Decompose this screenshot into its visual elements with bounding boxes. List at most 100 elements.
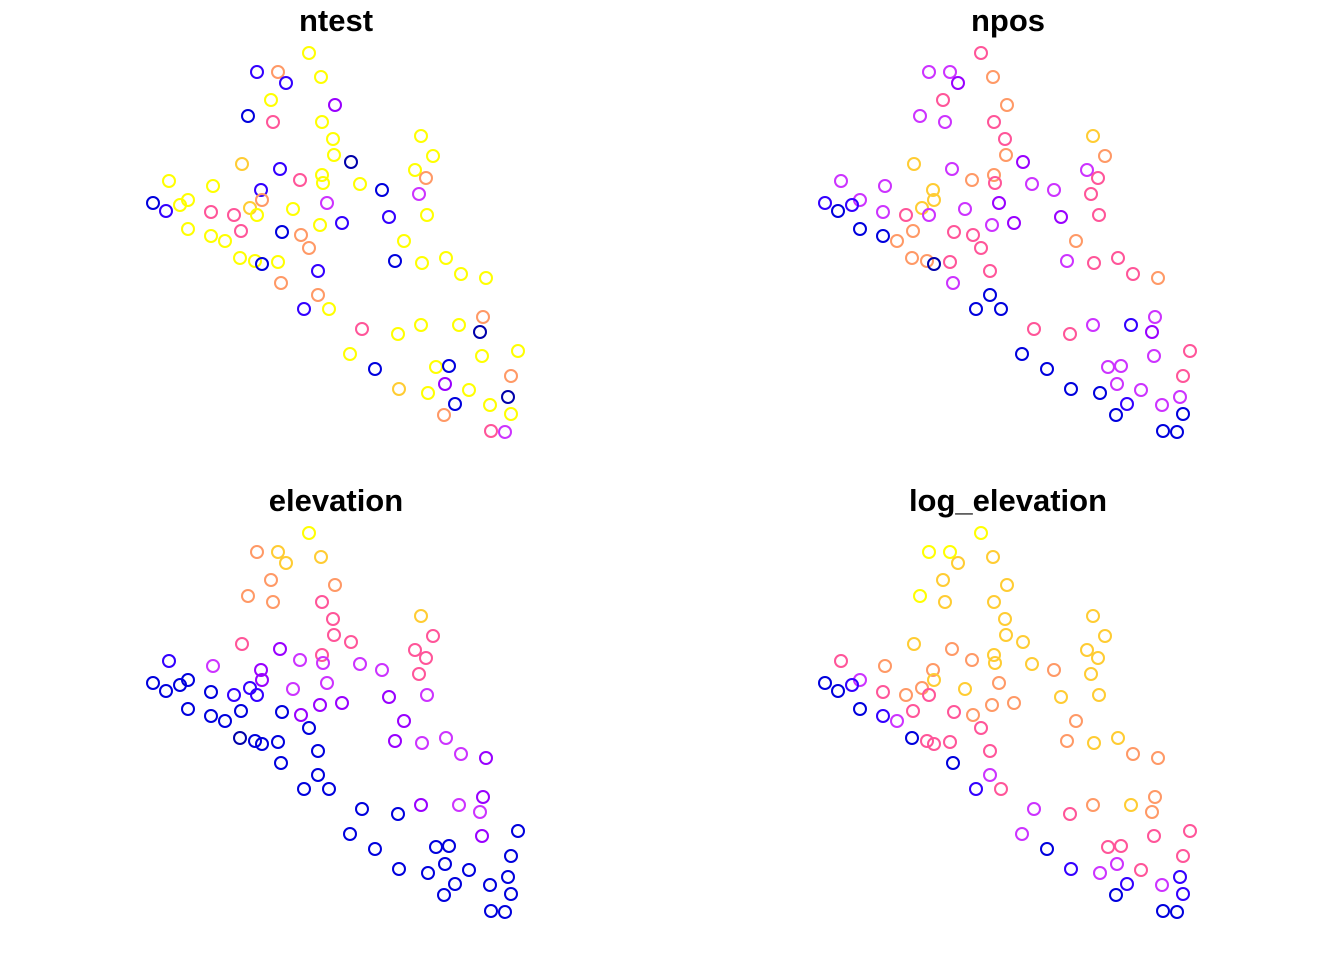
data-point [876, 229, 890, 243]
data-point [335, 216, 349, 230]
data-point [322, 782, 336, 796]
data-point [1040, 842, 1054, 856]
data-point [353, 657, 367, 671]
data-point [969, 302, 983, 316]
data-point [1183, 344, 1197, 358]
data-point [1156, 904, 1170, 918]
data-point [294, 228, 308, 242]
data-point [1060, 734, 1074, 748]
data-point [966, 708, 980, 722]
data-point [204, 229, 218, 243]
data-point [1091, 171, 1105, 185]
data-point [315, 115, 329, 129]
data-point [234, 224, 248, 238]
data-point [1098, 629, 1112, 643]
data-point [926, 663, 940, 677]
data-point [315, 595, 329, 609]
data-point [484, 904, 498, 918]
data-point [264, 93, 278, 107]
data-point [375, 663, 389, 677]
data-point [206, 659, 220, 673]
data-point [1060, 254, 1074, 268]
data-point [479, 751, 493, 765]
data-point [1151, 751, 1165, 765]
data-point [412, 667, 426, 681]
panel-title: ntest [299, 3, 373, 38]
data-point [1145, 325, 1159, 339]
data-point [279, 76, 293, 90]
data-point [1124, 318, 1138, 332]
points-layer [818, 46, 1197, 439]
data-point [438, 377, 452, 391]
data-point [442, 839, 456, 853]
data-point [1147, 349, 1161, 363]
data-point [218, 234, 232, 248]
data-point [983, 264, 997, 278]
data-point [254, 663, 268, 677]
data-point [426, 629, 440, 643]
data-point [1093, 386, 1107, 400]
data-point [452, 798, 466, 812]
data-point [234, 704, 248, 718]
data-point [1000, 98, 1014, 112]
data-point [271, 545, 285, 559]
data-point [834, 174, 848, 188]
data-point [421, 866, 435, 880]
data-point [831, 204, 845, 218]
data-point [327, 628, 341, 642]
data-point [992, 196, 1006, 210]
data-point [271, 255, 285, 269]
data-point [426, 149, 440, 163]
data-point [1134, 383, 1148, 397]
data-point [326, 132, 340, 146]
data-point [271, 735, 285, 749]
data-point [974, 526, 988, 540]
data-point [408, 163, 422, 177]
data-point [311, 768, 325, 782]
data-point [315, 168, 329, 182]
data-point [368, 842, 382, 856]
data-point [906, 224, 920, 238]
data-point [227, 688, 241, 702]
data-point [1155, 878, 1169, 892]
data-point [958, 682, 972, 696]
data-point [926, 183, 940, 197]
data-point [146, 676, 160, 690]
data-point [146, 196, 160, 210]
data-point [343, 827, 357, 841]
data-point [454, 747, 468, 761]
data-point [241, 109, 255, 123]
data-point [397, 234, 411, 248]
data-point [420, 208, 434, 222]
data-point [853, 702, 867, 716]
data-point [479, 271, 493, 285]
data-point [311, 264, 325, 278]
data-point [439, 251, 453, 265]
data-point [320, 676, 334, 690]
data-point [355, 802, 369, 816]
data-point [273, 162, 287, 176]
data-point [335, 696, 349, 710]
data-point [905, 731, 919, 745]
data-point [899, 208, 913, 222]
panel-log-elevation: log_elevation [818, 483, 1197, 919]
data-point [876, 709, 890, 723]
data-point [1145, 805, 1159, 819]
data-point [218, 714, 232, 728]
data-point [987, 595, 1001, 609]
data-point [1176, 407, 1190, 421]
data-point [429, 360, 443, 374]
data-point [322, 302, 336, 316]
data-point [988, 656, 1002, 670]
data-point [890, 234, 904, 248]
data-point [181, 222, 195, 236]
data-point [947, 705, 961, 719]
data-point [1170, 425, 1184, 439]
data-point [890, 714, 904, 728]
data-point [943, 65, 957, 79]
data-point [1084, 667, 1098, 681]
data-point [1173, 870, 1187, 884]
data-point [159, 684, 173, 698]
data-point [1080, 643, 1094, 657]
